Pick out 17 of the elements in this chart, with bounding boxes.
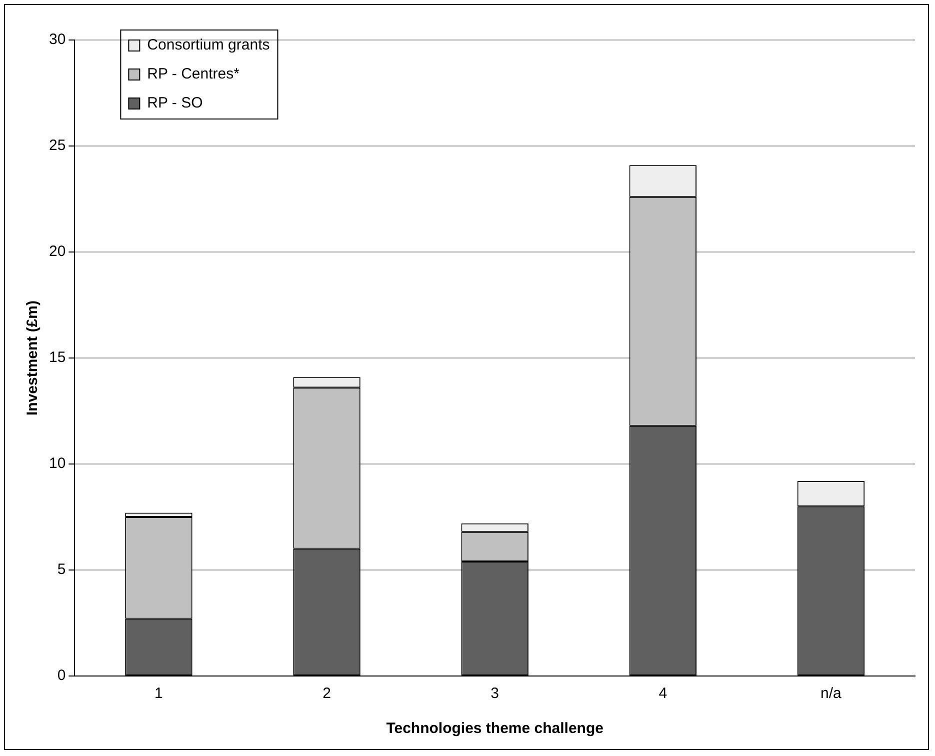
x-tick-label: 4 bbox=[658, 685, 668, 702]
y-tick-label: 20 bbox=[48, 243, 66, 260]
x-tick-label: 1 bbox=[154, 685, 163, 702]
y-tick-label: 25 bbox=[48, 137, 66, 154]
y-axis-title: Investment (£m) bbox=[24, 300, 42, 416]
legend-label: Consortium grants bbox=[147, 36, 270, 54]
legend-label: RP - SO bbox=[147, 94, 203, 112]
y-tick-label: 30 bbox=[48, 31, 66, 48]
y-tick-label: 15 bbox=[48, 349, 66, 366]
y-tick-label: 0 bbox=[57, 667, 66, 684]
legend-label: RP - Centres* bbox=[147, 66, 240, 83]
y-tick-label: 5 bbox=[57, 561, 66, 578]
x-tick-label: 3 bbox=[490, 685, 500, 702]
y-tick-label: 10 bbox=[48, 455, 66, 472]
x-axis-title: Technologies theme challenge bbox=[386, 720, 604, 738]
x-tick-label: n/a bbox=[820, 685, 842, 702]
x-tick-label: 2 bbox=[322, 685, 331, 702]
